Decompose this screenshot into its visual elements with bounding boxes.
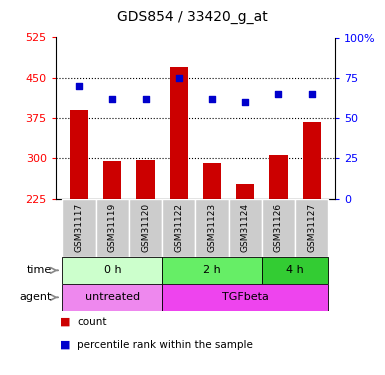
Point	[176, 75, 182, 81]
Bar	[236, 184, 254, 199]
Bar	[129, 199, 162, 257]
Text: GDS854 / 33420_g_at: GDS854 / 33420_g_at	[117, 10, 268, 24]
Text: ■: ■	[60, 340, 70, 350]
Text: TGFbeta: TGFbeta	[222, 292, 269, 302]
Text: 0 h: 0 h	[104, 266, 121, 275]
Bar	[262, 257, 328, 284]
Bar	[203, 163, 221, 199]
Text: count: count	[77, 317, 107, 327]
Bar	[195, 199, 229, 257]
Text: 4 h: 4 h	[286, 266, 304, 275]
Text: GSM31119: GSM31119	[108, 203, 117, 252]
Text: GSM31123: GSM31123	[208, 203, 216, 252]
Bar	[103, 160, 121, 199]
Bar	[136, 159, 155, 199]
Point	[109, 96, 116, 102]
Bar	[270, 154, 288, 199]
Text: percentile rank within the sample: percentile rank within the sample	[77, 340, 253, 350]
Bar	[262, 199, 295, 257]
Bar	[62, 199, 96, 257]
Point	[275, 91, 281, 97]
Bar	[229, 199, 262, 257]
Bar	[70, 110, 88, 199]
Bar	[303, 122, 321, 199]
Text: GSM31126: GSM31126	[274, 203, 283, 252]
Text: 2 h: 2 h	[203, 266, 221, 275]
Point	[309, 91, 315, 97]
Text: GSM31120: GSM31120	[141, 203, 150, 252]
Bar	[162, 199, 195, 257]
Bar	[162, 284, 328, 311]
Bar	[62, 284, 162, 311]
Bar	[162, 257, 262, 284]
Text: untreated: untreated	[85, 292, 140, 302]
Text: GSM31117: GSM31117	[75, 203, 84, 252]
Text: GSM31124: GSM31124	[241, 203, 250, 252]
Text: time: time	[27, 266, 52, 275]
Text: ■: ■	[60, 317, 70, 327]
Point	[242, 99, 248, 105]
Bar	[62, 257, 162, 284]
Text: GSM31122: GSM31122	[174, 203, 183, 252]
Bar	[96, 199, 129, 257]
Bar	[170, 67, 188, 199]
Text: agent: agent	[20, 292, 52, 302]
Text: GSM31127: GSM31127	[307, 203, 316, 252]
Point	[142, 96, 149, 102]
Point	[209, 96, 215, 102]
Bar	[295, 199, 328, 257]
Point	[76, 83, 82, 89]
